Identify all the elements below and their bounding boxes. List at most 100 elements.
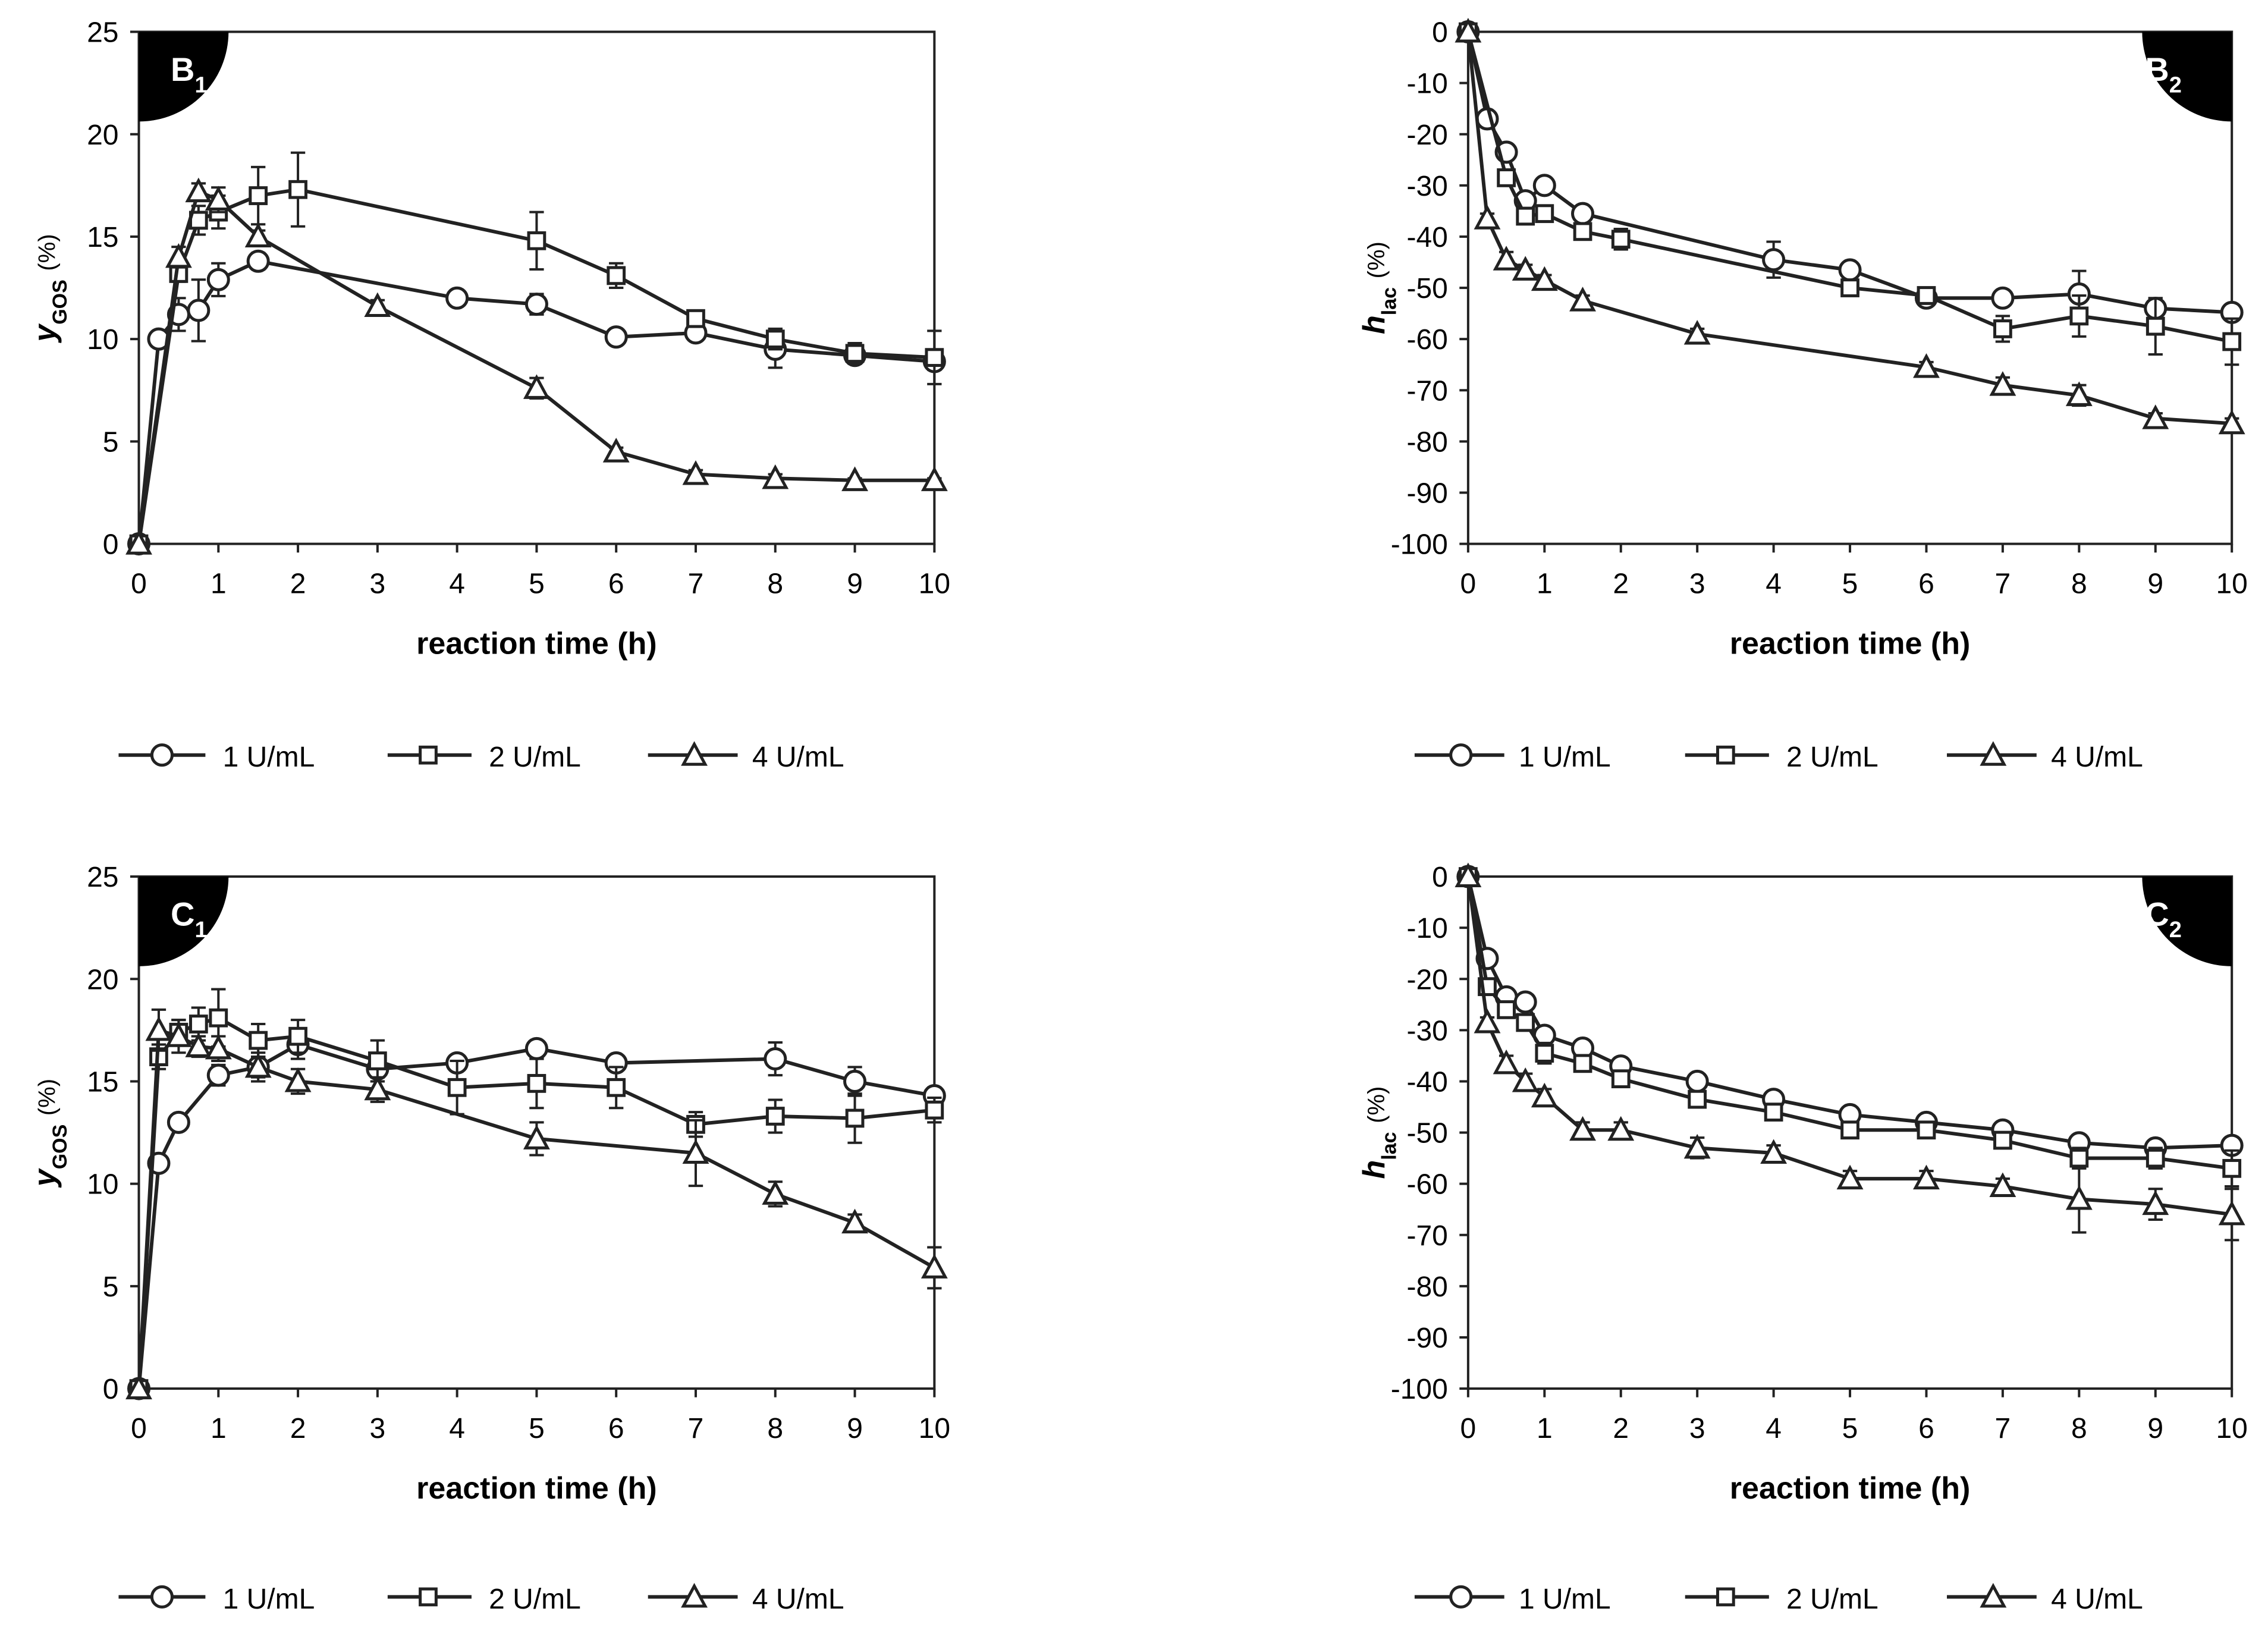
panel-c2-legend-label: 2 U/mL <box>1786 1584 1879 1615</box>
panel-c1-y-tick-label: 20 <box>87 964 118 995</box>
panel-c1-x-tick-label: 0 <box>131 1413 147 1444</box>
panel-b2-x-tick-label: 10 <box>2216 568 2247 599</box>
panel-b1-data-point <box>762 464 789 489</box>
panel-c2-x-tick-label: 7 <box>1995 1413 2011 1444</box>
panel-c1-data-point <box>682 1139 709 1164</box>
panel-c2-data-point <box>1760 1139 1788 1164</box>
panel-c2-series-2 <box>1459 867 2242 1188</box>
panel-c1-legend-label: 4 U/mL <box>752 1584 844 1615</box>
panel-b1-legend-item: 2 U/mL <box>387 742 581 773</box>
panel-b2-data-point <box>1512 256 1539 281</box>
panel-b2-data-point <box>1838 258 1862 282</box>
panel-b1-legend-item: 1 U/mL <box>118 742 315 773</box>
panel-c2-data-point <box>2146 1148 2165 1168</box>
panel-b1-legend-label: 2 U/mL <box>489 742 581 773</box>
panel-c2-data-point <box>1764 1103 1783 1122</box>
panel-c2-data-point <box>2218 1200 2245 1226</box>
panel-b1-x-tick-label: 9 <box>847 568 863 599</box>
panel-b2-data-point <box>1840 278 1859 297</box>
panel-c2-data-point <box>2222 1158 2242 1178</box>
panel-b2-data-point <box>1497 168 1516 187</box>
panel-c1-data-point <box>367 1051 387 1070</box>
panel-c1-legend-label: 2 U/mL <box>489 1584 581 1615</box>
panel-c1-y-axis-label-unit: (%) <box>34 1079 60 1116</box>
panel-b1-x-axis-label: reaction time (h) <box>416 626 657 661</box>
panel-b2-data-point <box>1611 230 1631 249</box>
panel-b1-data-point <box>841 466 868 491</box>
panel-c1-data-point <box>527 1074 546 1093</box>
panel-c1-x-tick-label: 3 <box>370 1413 386 1444</box>
panel-c1-data-point <box>125 1374 152 1400</box>
panel-c2-x-tick-label: 9 <box>2147 1413 2163 1444</box>
panel-c2-data-point <box>1512 1067 1539 1092</box>
panel-b1-data-point <box>523 374 550 399</box>
panel-b1-panel-label-letter: B <box>171 51 194 88</box>
panel-b1-panel-badge <box>139 32 229 122</box>
panel-c1-data-point <box>765 1107 785 1126</box>
panel-b2-data-point <box>1531 266 1558 291</box>
panel-b2-x-tick-label: 2 <box>1613 568 1629 599</box>
panel-b2-legend-item: 4 U/mL <box>1947 741 2143 773</box>
panel-b1-data-point <box>682 460 709 485</box>
panel-c2-data-point <box>1535 1044 1554 1063</box>
panel-b1-x-tick-label: 7 <box>688 568 704 599</box>
panel-c1-legend-item: 1 U/mL <box>118 1584 315 1615</box>
panel-c1-data-point <box>523 1125 550 1149</box>
panel-b2-x-tick-label: 7 <box>1995 568 2011 599</box>
panel-c2-x-tick-label: 0 <box>1460 1413 1477 1444</box>
panel-c2-y-tick-label: -10 <box>1406 913 1447 944</box>
panel-b2-x-tick-label: 1 <box>1537 568 1553 599</box>
panel-c1-data-point <box>762 1180 789 1205</box>
panel-b2-y-tick-label: -70 <box>1406 375 1447 407</box>
panel-b1-y-tick-label: 5 <box>103 426 119 458</box>
panel-b2-y-tick-label: -50 <box>1406 273 1447 304</box>
panel-c1-data-point <box>764 1047 787 1071</box>
panel-b2-series-2 <box>1459 22 2242 366</box>
panel-b1-data-point <box>604 325 628 349</box>
panel-b2-data-point <box>2142 404 2169 429</box>
panel-b2-x-axis-label: reaction time (h) <box>1730 626 1971 661</box>
panel-b2-data-point <box>1913 353 1940 378</box>
panel-c2-data-point <box>1455 862 1482 888</box>
panel-c2-legend-label: 4 U/mL <box>2051 1584 2143 1615</box>
panel-b2-data-point <box>1993 319 2012 338</box>
panel-c1-y-tick-label: 25 <box>87 862 118 893</box>
panel-b1-data-point <box>445 286 469 310</box>
panel-b2-y-axis-label-main: h <box>1357 315 1391 334</box>
panel-c1-data-point <box>845 1108 865 1128</box>
panel-c2-data-point <box>2069 1148 2089 1168</box>
panel-c2-data-point <box>1513 990 1537 1014</box>
panel-b2-data-point <box>1762 248 1786 272</box>
panel-c1-data-point <box>925 1100 944 1120</box>
panel-c1-data-point <box>205 1034 232 1060</box>
panel-b2-x-tick-label: 6 <box>1918 568 1934 599</box>
panel-b2-data-point <box>2218 409 2245 435</box>
panel-b2-x-tick-label: 9 <box>2147 568 2163 599</box>
panel-b1-legend-label: 4 U/mL <box>752 742 844 773</box>
panel-b1-data-point <box>205 186 232 211</box>
panel-b2-data-point <box>1571 202 1595 225</box>
panel-b1-legend-marker <box>681 741 708 766</box>
panel-b1-y-axis-label: yGOS (%) <box>27 234 71 343</box>
panel-b1-data-point <box>288 180 307 199</box>
panel-c1-data-point <box>209 1008 228 1028</box>
panel-b1-data-point <box>765 329 785 349</box>
panel-c1-y-axis-label-sub: GOS <box>49 1125 71 1170</box>
panel-b2-y-axis-label-unit: (%) <box>1364 241 1390 278</box>
panel-b1-legend-item: 4 U/mL <box>648 741 844 773</box>
panel-c2-data-point <box>1607 1116 1635 1141</box>
panel-b2-x-tick-label: 3 <box>1689 568 1705 599</box>
panel-b2-y-axis-label: hlac (%) <box>1357 241 1400 334</box>
panel-b1-data-point <box>246 249 270 273</box>
panel-b2-legend-marker <box>1980 741 2007 766</box>
panel-c2-data-point <box>1497 1000 1516 1019</box>
panel-c2-legend-label: 1 U/mL <box>1519 1584 1611 1615</box>
panel-c1-legend-marker <box>150 1585 174 1609</box>
panel-b1-y-tick-label: 0 <box>103 529 119 561</box>
panel-c2-data-point <box>1474 1008 1501 1034</box>
panel-b1-x-tick-label: 0 <box>131 568 147 599</box>
panel-c2-panel-label-letter: C <box>2145 896 2169 933</box>
panel-c1-x-tick-label: 5 <box>529 1413 545 1444</box>
panel-b1-y-axis-label-main: y <box>27 323 62 344</box>
panel-b2-legend-label: 4 U/mL <box>2051 742 2143 773</box>
